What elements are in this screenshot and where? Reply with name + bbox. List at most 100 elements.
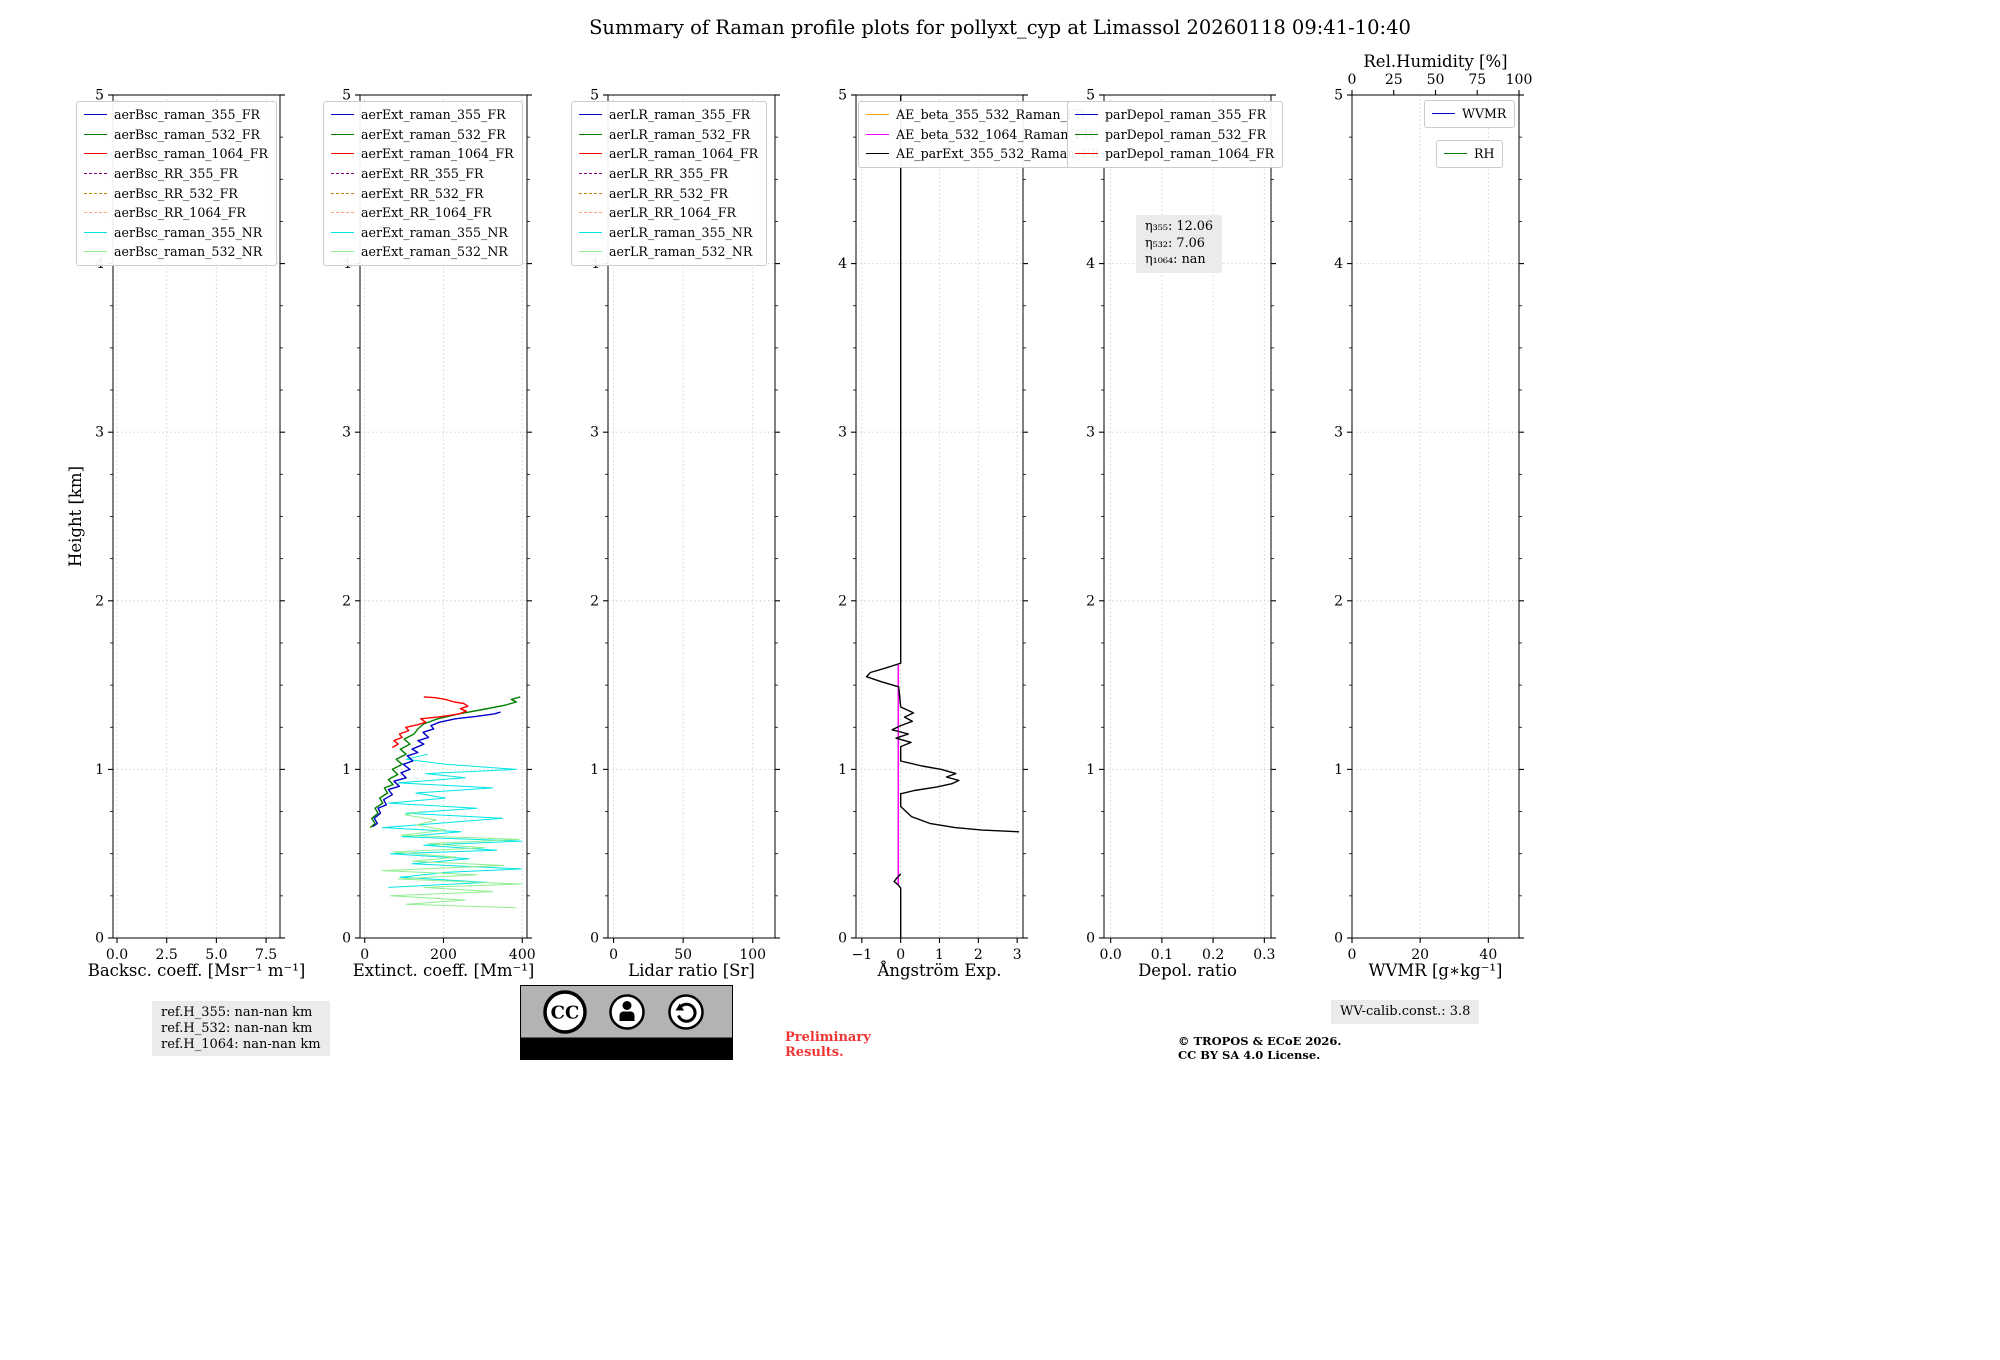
legend-line-sample xyxy=(1075,153,1098,155)
legend-label: parDepol_raman_355_FR xyxy=(1105,107,1267,123)
xlabel-lidar-ratio: Lidar ratio [Sr] xyxy=(628,961,755,980)
legend-entry: aerBsc_raman_532_NR xyxy=(84,242,268,262)
badge-bottom-bar xyxy=(520,1037,733,1060)
x-tick-label: 0.2 xyxy=(1202,947,1224,963)
y-tick-label: 4 xyxy=(838,256,847,272)
xlabel-backscatter: Backsc. coeff. [Msr⁻¹ m⁻¹] xyxy=(88,961,306,980)
person-body xyxy=(619,1011,635,1021)
legend-entry: aerExt_raman_532_NR xyxy=(331,242,514,262)
panel-depol: 0.0 0.1 0.2 0.3 0 1 2 3 4 5 Depol. ratio xyxy=(1086,88,1276,980)
y-tick-label: 0 xyxy=(838,931,847,947)
legend-entry: RH xyxy=(1444,144,1494,164)
series-aerExt_raman_1064_FR xyxy=(391,696,469,749)
y-tick-label: 3 xyxy=(838,425,847,441)
legend-line-sample xyxy=(84,192,107,194)
share-alike-arrowhead xyxy=(675,1003,684,1011)
badge-sa-label: SA xyxy=(673,1040,696,1058)
y-tick-label: 5 xyxy=(590,88,599,104)
legend-angstrom: AE_beta_355_532_Raman_FR AE_beta_532_1064… xyxy=(858,101,1109,168)
preliminary-line-2: Results. xyxy=(785,1045,844,1060)
legend-label: aerLR_RR_532_FR xyxy=(609,185,728,201)
legend-label: aerLR_RR_355_FR xyxy=(609,166,728,182)
legend-entry: aerLR_raman_355_FR xyxy=(579,105,758,125)
panel-wvmr: 0 20 40 0 1 2 3 4 5 WVMR [g∗kg⁻¹] 0 25 50 75 100Rel.Hu… xyxy=(1334,52,1532,980)
x-tick-label: −1 xyxy=(852,947,873,963)
legend-label: aerExt_RR_1064_FR xyxy=(361,205,492,221)
copyright-note: © TROPOS & ECoE 2026. CC BY SA 4.0 Licen… xyxy=(1178,1034,1341,1062)
legend-label: aerBsc_raman_532_FR xyxy=(114,126,260,142)
legend-entry: aerExt_raman_532_FR xyxy=(331,125,514,145)
legend-line-sample xyxy=(84,114,107,116)
legend-line-sample xyxy=(84,133,107,135)
legend-line-sample xyxy=(579,114,602,116)
copyright-line-1: © TROPOS & ECoE 2026. xyxy=(1178,1034,1342,1048)
ref-h-1064: ref.H_1064: nan-nan km xyxy=(161,1036,321,1052)
legend-label: aerExt_raman_355_NR xyxy=(361,224,508,240)
legend-entry: AE_beta_532_1064_Raman_FR xyxy=(866,125,1100,145)
legend-line-sample xyxy=(84,173,107,175)
top-tick-label: 50 xyxy=(1427,72,1445,88)
x-tick-label: 0.0 xyxy=(1100,947,1122,963)
y-tick-label: 1 xyxy=(95,762,104,778)
x-tick-label: 1 xyxy=(935,947,944,963)
top-tick-label: 0 xyxy=(1348,72,1357,88)
y-tick-label: 0 xyxy=(95,931,104,947)
axes-frame xyxy=(855,94,1024,939)
y-tick-label: 3 xyxy=(1334,425,1343,441)
y-tick-label: 5 xyxy=(1086,88,1095,104)
legend-line-sample xyxy=(579,251,602,253)
share-alike-icon xyxy=(668,994,704,1030)
legend-wvmr: WVMR xyxy=(1424,100,1516,128)
legend-line-sample xyxy=(84,251,107,253)
legend-entry: aerLR_RR_1064_FR xyxy=(579,203,758,223)
legend-entry: parDepol_raman_532_FR xyxy=(1075,125,1274,145)
x-tick-label: 0 xyxy=(1348,947,1357,963)
legend-label: aerBsc_RR_1064_FR xyxy=(114,205,246,221)
legend-label: parDepol_raman_1064_FR xyxy=(1105,146,1275,162)
copyright-line-2: CC BY SA 4.0 License. xyxy=(1178,1048,1321,1062)
legend-label: aerExt_raman_1064_FR xyxy=(361,146,514,162)
legend-entry: aerExt_raman_1064_FR xyxy=(331,144,514,164)
y-tick-label: 2 xyxy=(342,593,351,609)
depol-calibration-annotation: η₃₅₅: 12.06 η₅₃₂: 7.06 η₁₀₆₄: nan xyxy=(1136,215,1223,273)
legend-line-sample xyxy=(1432,113,1455,115)
legend-line-sample xyxy=(331,153,354,155)
y-tick-label: 0 xyxy=(342,931,351,947)
y-tick-label: 2 xyxy=(1086,593,1095,609)
ref-h-532: ref.H_532: nan-nan km xyxy=(161,1020,313,1036)
y-tick-label: 5 xyxy=(838,88,847,104)
reference-heights-note: ref.H_355: nan-nan km ref.H_532: nan-nan… xyxy=(152,1001,330,1057)
legend-entry: aerBsc_RR_1064_FR xyxy=(84,203,268,223)
y-tick-label: 1 xyxy=(590,762,599,778)
legend-entry: aerExt_raman_355_NR xyxy=(331,223,514,243)
y-tick-label: 0 xyxy=(590,931,599,947)
legend-entry: aerBsc_raman_532_FR xyxy=(84,125,268,145)
legend-entry: aerLR_RR_355_FR xyxy=(579,164,758,184)
y-tick-label: 4 xyxy=(1086,256,1095,272)
legend-line-sample xyxy=(331,114,354,116)
badge-by-label: BY xyxy=(612,1040,635,1058)
y-tick-label: 5 xyxy=(95,88,104,104)
legend-line-sample xyxy=(579,231,602,233)
legend-line-sample xyxy=(1075,114,1098,116)
y-tick-label: 1 xyxy=(1086,762,1095,778)
xlabel-wvmr: WVMR [g∗kg⁻¹] xyxy=(1369,961,1503,980)
legend-line-sample xyxy=(866,153,889,155)
legend-label: aerExt_RR_355_FR xyxy=(361,166,484,182)
y-tick-label: 4 xyxy=(1334,256,1343,272)
legend-line-sample xyxy=(866,133,889,135)
legend-line-sample xyxy=(579,173,602,175)
legend-line-sample xyxy=(579,133,602,135)
legend-rh: RH xyxy=(1436,140,1504,168)
legend-entry: aerLR_RR_532_FR xyxy=(579,183,758,203)
x-tick-label: 2 xyxy=(974,947,983,963)
legend-label: aerLR_raman_532_NR xyxy=(609,244,753,260)
cc-by-sa-badge: CC BY SA xyxy=(520,985,733,1060)
share-alike-arrow xyxy=(677,1002,697,1023)
y-tick-label: 2 xyxy=(590,593,599,609)
x-tick-label: 100 xyxy=(739,947,766,963)
y-tick-label: 2 xyxy=(838,593,847,609)
preliminary-results-note: Preliminary Results. xyxy=(785,1030,871,1060)
y-tick-label: 3 xyxy=(590,425,599,441)
